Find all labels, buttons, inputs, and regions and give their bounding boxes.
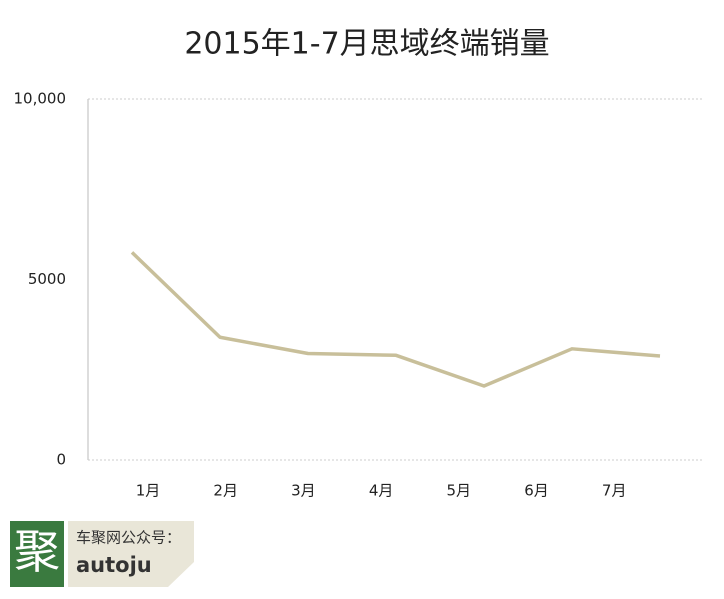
x-tick-label: 1月 bbox=[136, 482, 161, 500]
y-tick-label: 0 bbox=[56, 451, 66, 469]
chart-title: 2015年1-7月思域终端销量 bbox=[184, 27, 549, 62]
x-tick-label: 7月 bbox=[602, 482, 627, 500]
watermark-line2: autoju bbox=[76, 553, 152, 577]
y-tick-label: 5000 bbox=[28, 270, 66, 288]
x-tick-label: 6月 bbox=[524, 482, 549, 500]
x-tick-label: 2月 bbox=[213, 482, 238, 500]
x-tick-label: 5月 bbox=[447, 482, 472, 500]
watermark-box bbox=[68, 521, 194, 587]
x-tick-label: 3月 bbox=[291, 482, 316, 500]
y-tick-label: 10,000 bbox=[14, 90, 67, 108]
x-tick-label: 4月 bbox=[369, 482, 394, 500]
line bbox=[130, 251, 661, 388]
logo-box bbox=[10, 521, 64, 587]
watermark-line1: 车聚网公众号： bbox=[76, 529, 181, 547]
logo: 聚 bbox=[14, 525, 60, 579]
